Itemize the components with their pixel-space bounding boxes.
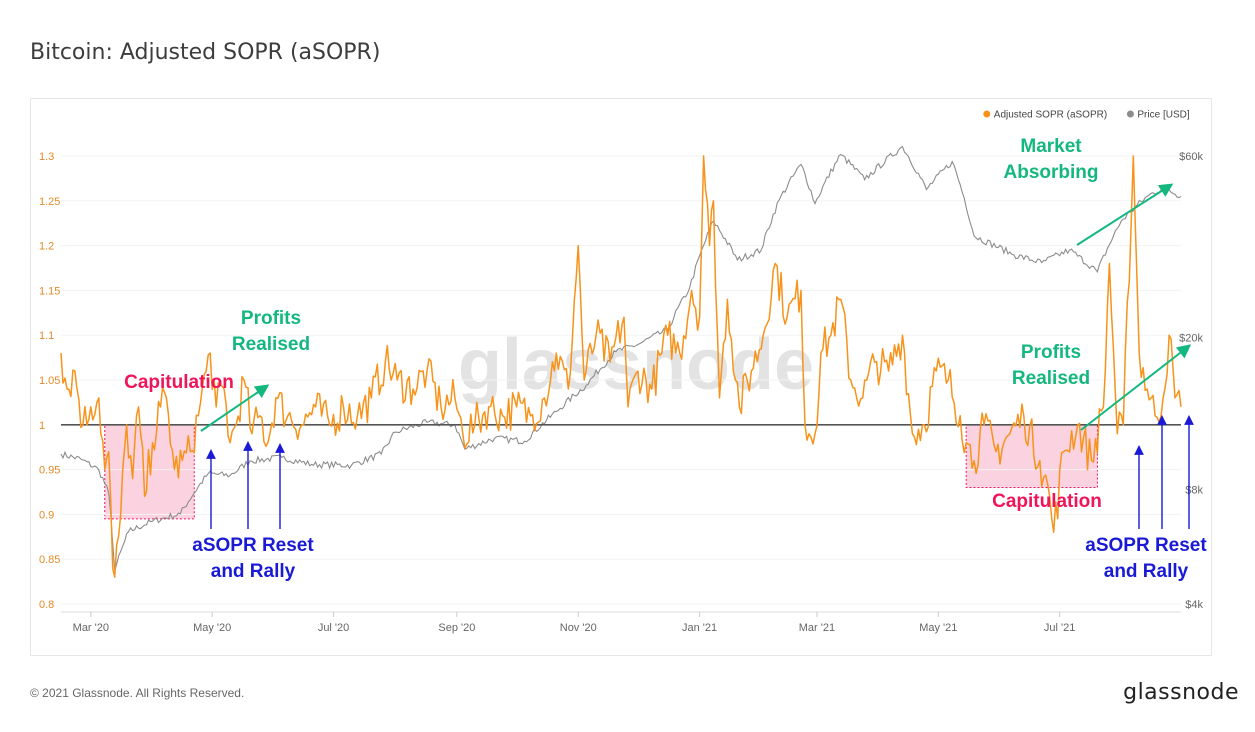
capitulation-regions [104, 424, 1098, 520]
profits-arrow-2021 [1080, 344, 1192, 431]
x-tick-label: May '21 [919, 622, 957, 634]
asopr-series [60, 155, 1182, 578]
watermark-text: glassnode [458, 325, 814, 405]
x-tick-label: Nov '20 [560, 622, 597, 634]
glassnode-logo[interactable]: glassnode [1123, 680, 1239, 705]
legend-label: Adjusted SOPR (aSOPR) [994, 110, 1107, 121]
legend-label: Price [USD] [1137, 110, 1189, 121]
y-tick-label: 1.05 [39, 375, 60, 387]
x-tick-label: Jul '21 [1044, 622, 1075, 634]
annotation-profits-2021: Profits Realised [1012, 342, 1090, 389]
asopr-line [60, 155, 1182, 578]
chart-card: glassnode 0.8 0.85 0.9 0.95 1 1.05 1.1 1.15 1.2 1… [30, 98, 1212, 656]
legend[interactable]: Price [USD] Adjusted SOPR (aSOPR) [983, 110, 1190, 121]
x-tick-label: Mar '21 [799, 622, 835, 634]
page-title: Bitcoin: Adjusted SOPR (aSOPR) [30, 40, 381, 65]
x-tick-label: Jan '21 [682, 622, 717, 634]
y-tick-label: 1.1 [39, 330, 54, 342]
y-tick-label: 0.9 [39, 509, 54, 521]
y-tick-label: 1.15 [39, 285, 60, 297]
y-right-tick-label: $8k [1185, 484, 1203, 496]
y-right-tick-label: $60k [1179, 151, 1203, 163]
x-tick-label: May '20 [193, 622, 231, 634]
legend-swatch [983, 110, 991, 118]
annotation-reset-2020: aSOPR Reset and Rally [192, 535, 314, 582]
y-tick-label: 1.3 [39, 151, 54, 163]
annotation-profits-2020: Profits Realised [232, 308, 310, 355]
annotations: Capitulation Profits Realised aSOPR Reset an… [124, 136, 1207, 582]
y-tick-label: 0.95 [39, 465, 60, 477]
market-absorbing-arrow [1076, 183, 1174, 246]
legend-swatch [1126, 110, 1134, 118]
y-tick-label: 1.25 [39, 196, 60, 208]
y-right-tick-label: $4k [1185, 599, 1203, 611]
annotation-capitulation-2021: Capitulation [992, 491, 1102, 512]
y-tick-label: 0.8 [39, 599, 54, 611]
annotation-market-absorbing: Market Absorbing [1004, 136, 1099, 183]
x-tick-label: Mar '20 [73, 622, 109, 634]
copyright-text: © 2021 Glassnode. All Rights Reserved. [30, 686, 245, 700]
asopr-chart[interactable]: glassnode 0.8 0.85 0.9 0.95 1 1.05 1.1 1.15 1.2 1… [31, 99, 1211, 655]
y-tick-label: 1.2 [39, 241, 54, 253]
y-tick-label: 0.85 [39, 554, 60, 566]
watermark: glassnode [458, 325, 814, 405]
y-axis-right: $4k $8k $20k $60k [1179, 151, 1203, 611]
y-right-tick-label: $20k [1179, 333, 1203, 345]
region-capitulation-2021 [965, 424, 1098, 489]
x-axis: Mar '20 May '20 Jul '20 Sep '20 Nov '20 Jan '… [61, 611, 1181, 634]
profits-arrow-2020 [200, 384, 270, 432]
annotation-reset-2021: aSOPR Reset and Rally [1085, 535, 1207, 582]
x-tick-label: Sep '20 [438, 622, 475, 634]
y-tick-label: 1 [39, 420, 45, 432]
x-tick-label: Jul '20 [318, 622, 349, 634]
annotation-capitulation-2020: Capitulation [124, 372, 234, 393]
